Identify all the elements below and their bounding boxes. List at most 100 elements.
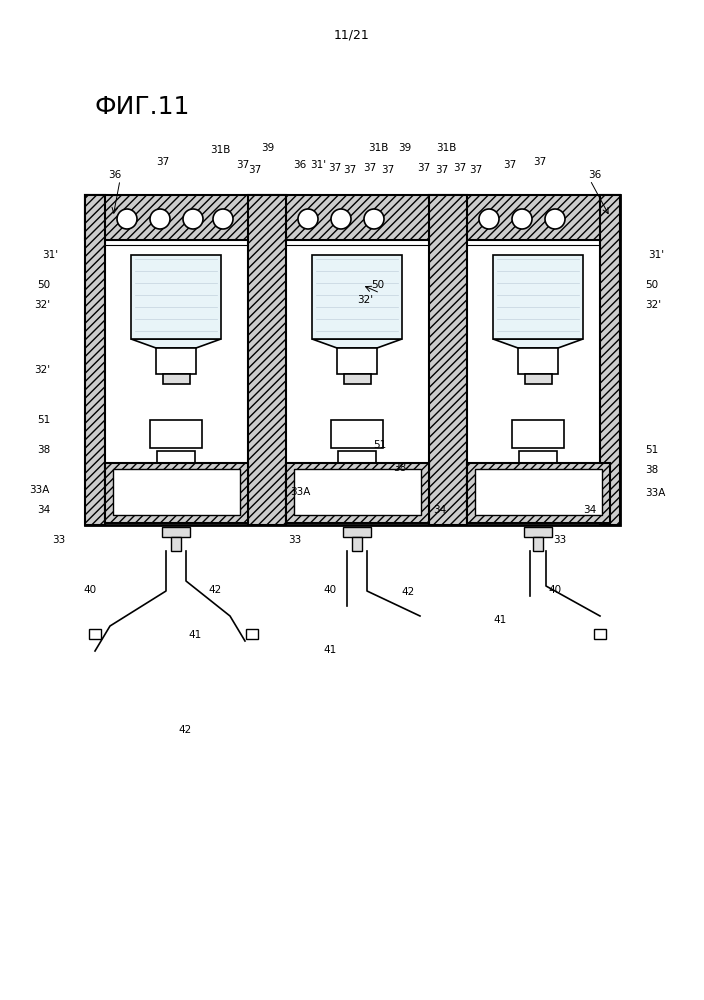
Circle shape — [213, 209, 233, 229]
Text: 38: 38 — [645, 465, 658, 475]
Bar — [286, 463, 429, 523]
Text: 51: 51 — [373, 440, 386, 450]
Bar — [150, 420, 202, 448]
Text: 41: 41 — [189, 630, 201, 640]
Circle shape — [479, 209, 499, 229]
Text: 37: 37 — [453, 163, 467, 173]
Bar — [519, 451, 557, 496]
Bar — [429, 195, 467, 525]
Text: 31': 31' — [648, 250, 664, 260]
Text: 50: 50 — [372, 280, 384, 290]
Text: 37: 37 — [417, 163, 431, 173]
Bar — [594, 629, 606, 639]
Text: 39: 39 — [398, 143, 412, 153]
Text: 37: 37 — [534, 157, 546, 167]
Bar — [162, 527, 190, 537]
Text: 50: 50 — [645, 280, 658, 290]
Circle shape — [364, 209, 384, 229]
Text: 33A: 33A — [30, 485, 50, 495]
Text: 32': 32' — [34, 365, 50, 375]
Text: 37: 37 — [363, 163, 377, 173]
Text: 33A: 33A — [290, 487, 310, 497]
Polygon shape — [131, 339, 221, 348]
Bar — [533, 537, 543, 551]
Text: 32': 32' — [34, 300, 50, 310]
Text: 51: 51 — [645, 445, 658, 455]
Text: 38: 38 — [37, 445, 50, 455]
Bar — [331, 420, 383, 448]
Text: 40: 40 — [323, 585, 337, 595]
Bar — [518, 348, 558, 374]
Bar — [85, 195, 620, 525]
Text: 31': 31' — [42, 250, 58, 260]
Text: 41: 41 — [323, 645, 337, 655]
Bar — [167, 508, 185, 516]
Text: 31B: 31B — [210, 145, 230, 155]
Text: 50: 50 — [37, 280, 50, 290]
Text: 37: 37 — [249, 165, 262, 175]
Bar — [248, 195, 286, 525]
Bar — [157, 451, 195, 496]
Text: 42: 42 — [401, 587, 415, 597]
Bar — [467, 463, 610, 523]
Text: 34: 34 — [37, 505, 50, 515]
Text: 42: 42 — [208, 585, 222, 595]
Text: 34: 34 — [434, 505, 446, 515]
Bar — [105, 463, 248, 523]
Text: 37: 37 — [435, 165, 448, 175]
Text: 37: 37 — [156, 157, 170, 167]
Bar — [343, 527, 371, 537]
Text: 42: 42 — [178, 725, 191, 735]
Text: 37: 37 — [237, 160, 250, 170]
Bar — [338, 451, 376, 496]
Bar — [529, 508, 547, 516]
Text: 36: 36 — [108, 170, 122, 180]
Text: 31B: 31B — [436, 143, 456, 153]
Bar — [337, 348, 377, 374]
Text: 51: 51 — [37, 415, 50, 425]
Bar — [171, 537, 181, 551]
Text: 37: 37 — [470, 165, 483, 175]
Text: 37: 37 — [503, 160, 517, 170]
Bar — [524, 527, 552, 537]
Circle shape — [117, 209, 137, 229]
Bar — [131, 255, 221, 339]
Bar — [312, 255, 402, 339]
Text: 36: 36 — [294, 160, 307, 170]
Circle shape — [183, 209, 203, 229]
Text: 40: 40 — [548, 585, 562, 595]
Text: 34: 34 — [584, 505, 596, 515]
Text: 36: 36 — [589, 170, 602, 180]
Text: 33A: 33A — [645, 488, 665, 498]
Text: 31': 31' — [310, 160, 326, 170]
Circle shape — [331, 209, 351, 229]
Bar — [344, 374, 371, 384]
Bar — [113, 469, 240, 515]
Bar — [156, 348, 196, 374]
Circle shape — [512, 209, 532, 229]
Text: 32': 32' — [357, 295, 373, 305]
Bar — [85, 195, 105, 525]
Text: 38: 38 — [394, 463, 407, 473]
Text: 32': 32' — [645, 300, 661, 310]
Bar — [525, 374, 552, 384]
Bar — [246, 629, 258, 639]
Text: 41: 41 — [494, 615, 507, 625]
Bar — [348, 508, 366, 516]
Text: 11/21: 11/21 — [334, 28, 370, 41]
Text: 37: 37 — [328, 163, 341, 173]
Text: 33: 33 — [289, 535, 301, 545]
Bar — [352, 537, 362, 551]
Circle shape — [545, 209, 565, 229]
Bar — [89, 629, 101, 639]
Circle shape — [298, 209, 318, 229]
Polygon shape — [493, 339, 583, 348]
Text: 39: 39 — [261, 143, 275, 153]
Circle shape — [150, 209, 170, 229]
Bar — [85, 195, 620, 240]
Bar — [512, 420, 564, 448]
Bar — [294, 469, 421, 515]
Text: ФИГ.11: ФИГ.11 — [95, 95, 190, 119]
Bar — [475, 469, 602, 515]
Text: 37: 37 — [344, 165, 357, 175]
